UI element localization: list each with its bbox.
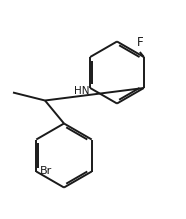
Text: F: F (137, 36, 143, 49)
Text: Br: Br (40, 166, 52, 177)
Text: HN: HN (74, 86, 89, 96)
